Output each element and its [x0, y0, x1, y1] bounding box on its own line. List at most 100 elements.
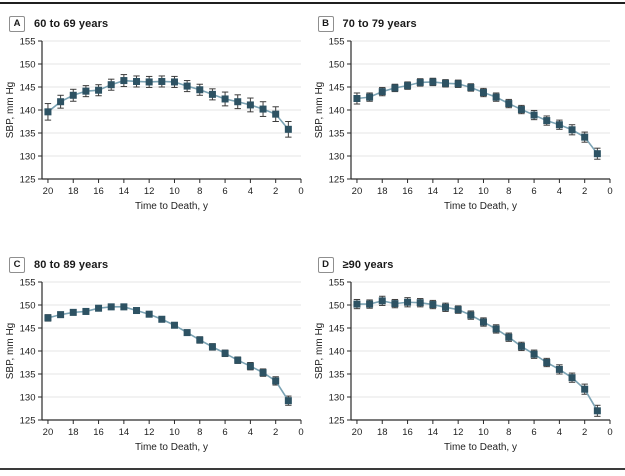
- data-point: [170, 321, 178, 329]
- x-tick-label: 12: [144, 427, 155, 438]
- data-point: [284, 125, 292, 133]
- data-point: [403, 82, 411, 90]
- data-point: [107, 303, 115, 311]
- data-point: [593, 150, 601, 158]
- data-point: [120, 77, 128, 85]
- data-point: [82, 307, 90, 315]
- y-axis-title: SBP, mm Hg: [5, 82, 16, 139]
- x-axis-title: Time to Death, y: [135, 442, 208, 453]
- panel-grid: A 60 to 69 years 125 130 135 140 145 150 155 20…: [4, 14, 621, 456]
- panel-b: B 70 to 79 years 125 130 135 140 145 150 155 20…: [313, 14, 621, 215]
- y-tick-label: 145: [20, 323, 36, 334]
- panel-b-title: 70 to 79 years: [342, 17, 417, 30]
- data-point: [145, 310, 153, 318]
- data-point: [365, 93, 373, 101]
- y-tick-label: 140: [328, 105, 344, 116]
- data-point: [259, 105, 267, 113]
- data-point: [234, 356, 242, 364]
- x-tick-label: 16: [93, 427, 104, 438]
- x-tick-label: 18: [68, 427, 79, 438]
- y-tick-label: 125: [20, 174, 36, 185]
- data-point: [107, 81, 115, 89]
- x-tick-label: 10: [478, 427, 489, 438]
- data-point: [504, 333, 512, 341]
- data-point: [365, 300, 373, 308]
- data-point: [517, 106, 525, 114]
- panel-c-title: 80 to 89 years: [34, 258, 109, 271]
- x-tick-label: 14: [119, 427, 130, 438]
- data-point: [284, 397, 292, 405]
- x-tick-label: 14: [427, 186, 438, 197]
- data-point: [441, 303, 449, 311]
- x-axis-title: Time to Death, y: [135, 201, 208, 212]
- y-tick-label: 135: [328, 369, 344, 380]
- data-point: [390, 84, 398, 92]
- x-tick-label: 20: [43, 186, 54, 197]
- x-tick-label: 10: [169, 427, 180, 438]
- data-point: [57, 98, 65, 106]
- panel-a: A 60 to 69 years 125 130 135 140 145 150 155 20…: [4, 14, 312, 215]
- y-tick-label: 155: [20, 36, 36, 47]
- x-tick-label: 14: [427, 427, 438, 438]
- x-tick-label: 2: [582, 186, 587, 197]
- x-tick-label: 12: [144, 186, 155, 197]
- x-tick-label: 0: [607, 186, 612, 197]
- data-point: [593, 407, 601, 415]
- data-point: [246, 101, 254, 109]
- x-tick-label: 6: [531, 186, 536, 197]
- x-tick-label: 6: [222, 427, 227, 438]
- data-point: [196, 86, 204, 94]
- x-tick-label: 4: [556, 427, 561, 438]
- data-point: [95, 304, 103, 312]
- data-point: [234, 98, 242, 106]
- data-point: [454, 80, 462, 88]
- x-tick-label: 20: [43, 427, 54, 438]
- y-tick-label: 125: [328, 174, 344, 185]
- data-point: [517, 342, 525, 350]
- data-point: [530, 111, 538, 119]
- panel-b-header: B 70 to 79 years: [317, 15, 621, 32]
- y-tick-label: 145: [328, 323, 344, 334]
- y-axis-title: SBP, mm Hg: [314, 82, 325, 139]
- y-tick-label: 145: [20, 82, 36, 93]
- data-point: [466, 311, 474, 319]
- y-tick-label: 130: [328, 392, 344, 403]
- data-point: [352, 95, 360, 102]
- y-tick-label: 150: [20, 300, 36, 311]
- x-tick-label: 20: [351, 427, 362, 438]
- y-tick-label: 140: [328, 346, 344, 357]
- top-rule: [0, 2, 625, 4]
- x-tick-label: 8: [506, 427, 511, 438]
- x-tick-label: 8: [506, 186, 511, 197]
- x-tick-label: 10: [169, 186, 180, 197]
- data-point: [221, 95, 229, 103]
- y-tick-label: 140: [20, 346, 36, 357]
- data-point: [259, 369, 267, 377]
- data-point: [504, 100, 512, 108]
- x-tick-label: 10: [478, 186, 489, 197]
- data-point: [95, 86, 103, 94]
- data-point: [272, 110, 280, 118]
- y-tick-label: 145: [328, 82, 344, 93]
- data-point: [454, 306, 462, 314]
- x-tick-label: 16: [402, 186, 413, 197]
- data-point: [82, 87, 90, 95]
- data-point: [246, 362, 254, 370]
- y-tick-label: 155: [20, 277, 36, 288]
- data-point: [428, 301, 436, 309]
- data-point: [158, 315, 166, 323]
- data-point: [441, 79, 449, 87]
- data-point: [542, 359, 550, 366]
- x-tick-label: 6: [222, 186, 227, 197]
- data-point: [416, 299, 424, 307]
- x-tick-label: 0: [607, 427, 612, 438]
- x-tick-label: 12: [452, 427, 463, 438]
- x-tick-label: 0: [298, 427, 303, 438]
- x-tick-label: 16: [402, 427, 413, 438]
- data-point: [416, 78, 424, 86]
- panel-c-letter: C: [9, 256, 25, 273]
- y-tick-label: 135: [20, 128, 36, 139]
- y-tick-label: 155: [328, 36, 344, 47]
